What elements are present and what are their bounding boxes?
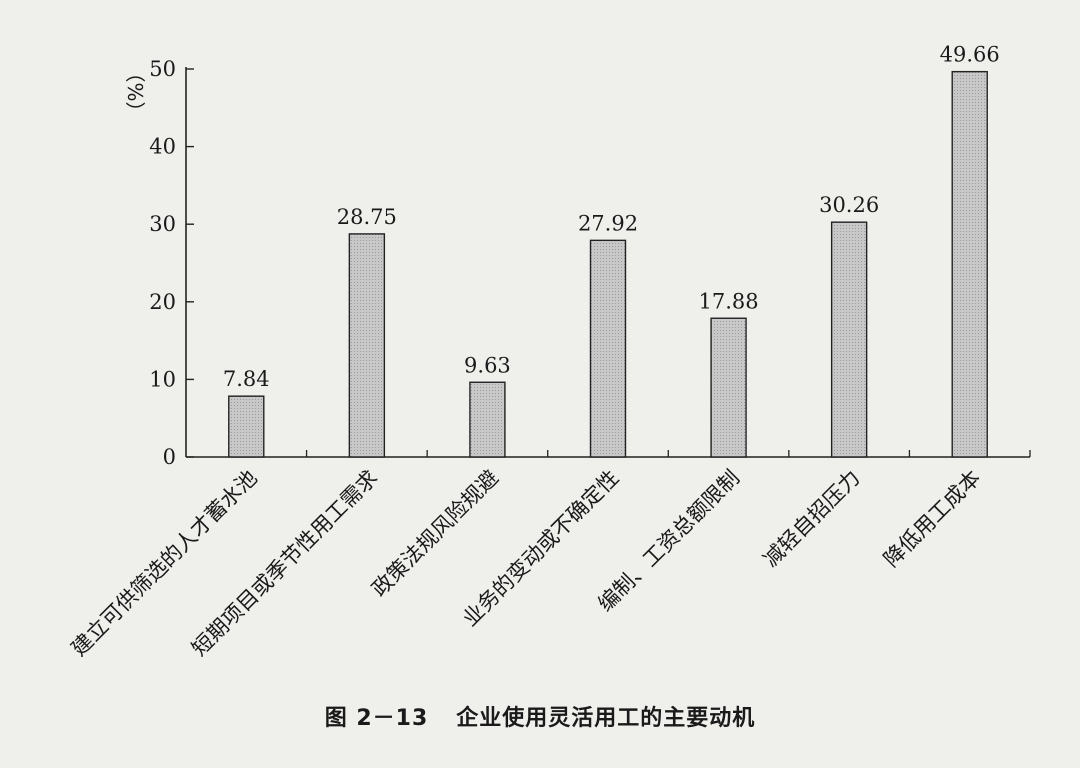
data-label: 28.75 [337, 205, 397, 229]
bar [951, 70, 988, 458]
bar [830, 221, 868, 458]
y-unit-label: （%） [123, 62, 147, 121]
category-label: 减轻自招压力 [759, 466, 865, 572]
data-label: 49.66 [940, 43, 1000, 67]
bar [228, 395, 265, 458]
data-label: 30.26 [819, 193, 879, 217]
bar [710, 317, 747, 458]
figure-caption: 图 2－13 企业使用灵活用工的主要动机 [0, 700, 1080, 732]
category-label: 降低用工成本 [879, 466, 985, 572]
bar [469, 381, 506, 458]
y-tick-label: 40 [149, 135, 176, 159]
y-tick-label: 0 [163, 445, 176, 469]
bar [589, 239, 627, 458]
y-tick-label: 10 [149, 367, 176, 391]
y-tick-label: 30 [149, 212, 176, 236]
category-label: 政策法规风险规避 [367, 466, 503, 602]
data-label: 9.63 [464, 353, 511, 377]
caption-title: 企业使用灵活用工的主要动机 [456, 706, 756, 731]
data-label: 7.84 [223, 367, 270, 391]
data-label: 17.88 [699, 289, 759, 313]
bar [348, 233, 386, 458]
y-tick-label: 50 [149, 57, 176, 81]
caption-number: 图 2－13 [324, 706, 429, 731]
bar-chart: 01020304050（%）7.84建立可供筛选的人才蓄水池28.75短期项目或… [67, 43, 1031, 661]
data-label: 27.92 [578, 211, 638, 235]
y-tick-label: 20 [149, 290, 176, 314]
